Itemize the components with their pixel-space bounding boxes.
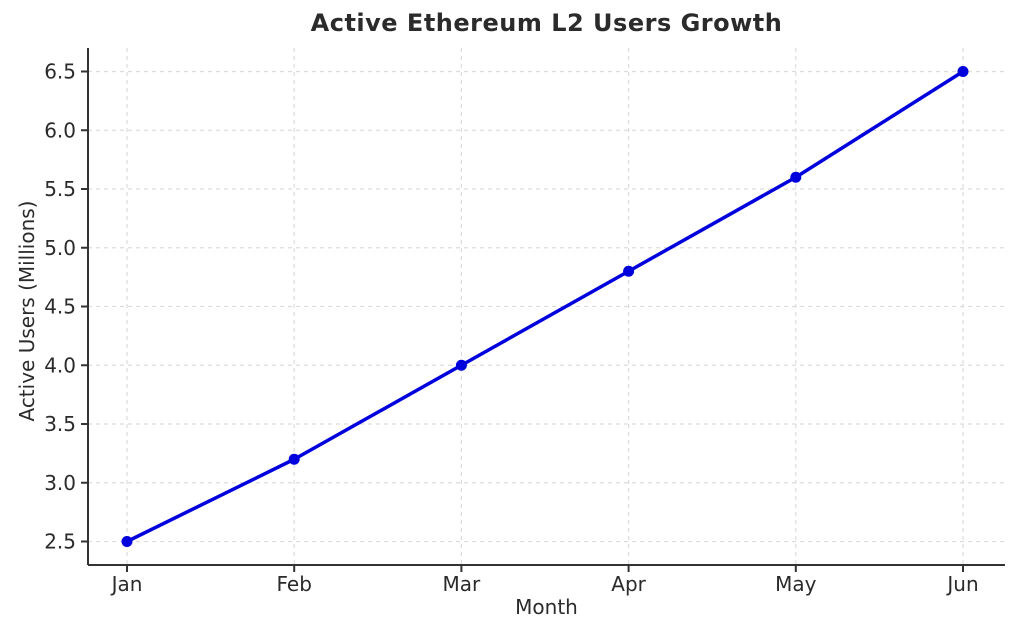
y-tick-label: 3.5	[44, 412, 76, 436]
data-point-marker	[790, 171, 802, 183]
data-point-marker	[623, 265, 635, 277]
x-tick-label: May	[775, 572, 817, 596]
y-tick-label: 5.0	[44, 236, 76, 260]
x-axis-title: Month	[515, 595, 578, 619]
y-tick-label: 3.0	[44, 471, 76, 495]
y-tick-label: 4.0	[44, 353, 76, 377]
data-point-marker	[957, 66, 969, 77]
y-tick-label: 4.5	[44, 295, 76, 319]
data-line	[125, 69, 965, 544]
x-tick-label: Feb	[276, 572, 311, 596]
x-tick-label: Jan	[110, 572, 143, 596]
x-tick-label: Apr	[611, 572, 646, 596]
y-tick-label: 5.5	[44, 177, 76, 201]
y-tick-label: 6.0	[44, 118, 76, 142]
data-point-marker	[288, 453, 300, 465]
data-point-marker	[455, 359, 467, 371]
chart-title: Active Ethereum L2 Users Growth	[310, 9, 783, 37]
y-axis-title: Active Users (Millions)	[15, 200, 39, 422]
y-tick-label: 6.5	[44, 60, 76, 84]
x-tick-label: Jun	[945, 572, 978, 596]
y-tick-label: 2.5	[44, 530, 76, 554]
x-tick-label: Mar	[443, 572, 482, 596]
data-point-marker	[121, 536, 133, 547]
